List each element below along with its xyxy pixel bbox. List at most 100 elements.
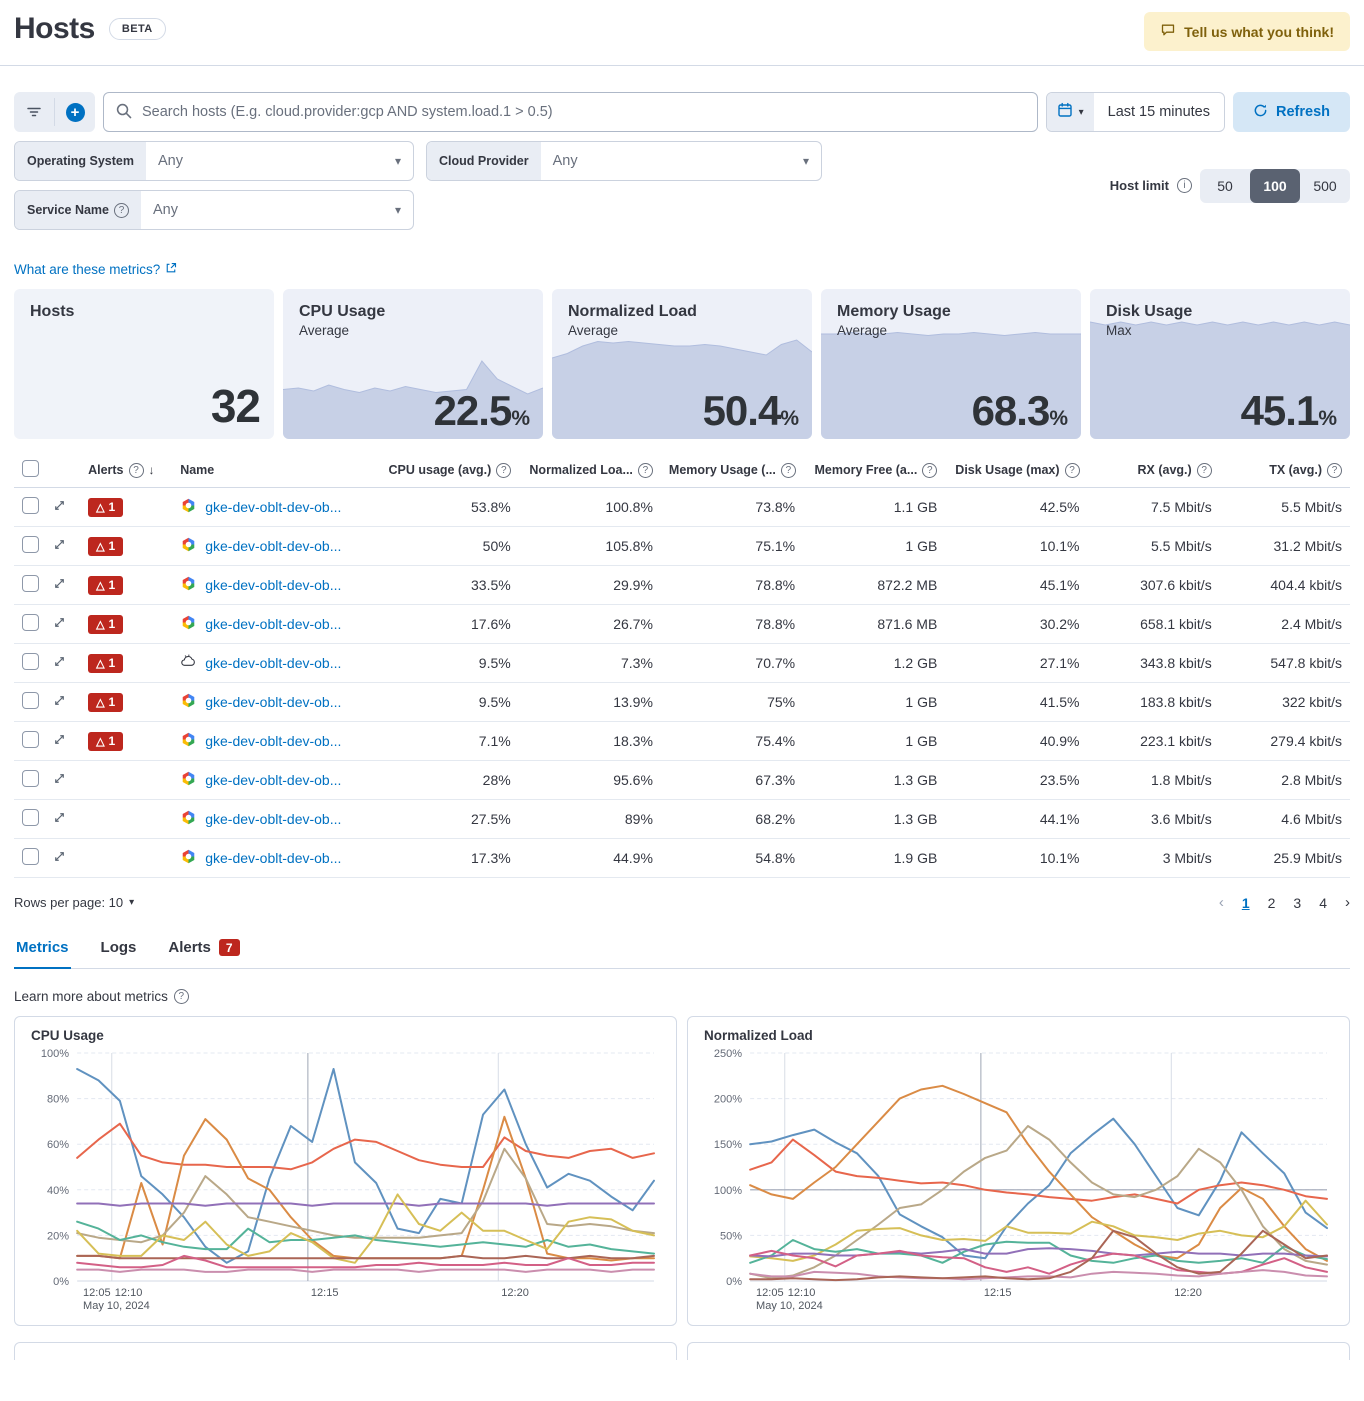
tx-cell: 322 kbit/s (1219, 682, 1350, 722)
row-checkbox[interactable] (22, 536, 39, 553)
previous-page-icon[interactable]: ‹ (1218, 894, 1224, 911)
kpi-tile-disk-usage[interactable]: Disk Usage Max 45.1% (1090, 289, 1350, 439)
alerts-badge[interactable]: △ 1 (88, 653, 124, 673)
tab-logs[interactable]: Logs (100, 939, 137, 956)
kpi-title: CPU Usage (299, 303, 386, 320)
host-name-link[interactable]: gke-dev-oblt-dev-ob... (205, 772, 342, 788)
beta-badge: BETA (108, 18, 166, 40)
row-checkbox[interactable] (22, 770, 39, 787)
cloud-provider-select[interactable]: Cloud Provider Any ▾ (426, 141, 822, 181)
column-header-disk-usage-max-[interactable]: Disk Usage (max)? (945, 453, 1088, 488)
cpu-usage-cell: 33.5% (380, 565, 519, 605)
host-limit-option-500[interactable]: 500 (1300, 169, 1350, 203)
expand-row-icon[interactable] (52, 695, 67, 711)
expand-row-icon[interactable] (52, 851, 67, 867)
host-limit-option-50[interactable]: 50 (1200, 169, 1250, 203)
what-are-these-metrics-link[interactable]: What are these metrics? (14, 262, 177, 277)
column-header-rx-avg-[interactable]: RX (avg.)? (1087, 453, 1220, 488)
refresh-button[interactable]: Refresh (1233, 92, 1350, 132)
kpi-tile-normalized-load[interactable]: Normalized Load Average 50.4% (552, 289, 812, 439)
expand-row-icon[interactable] (52, 734, 67, 750)
rx-cell: 307.6 kbit/s (1087, 565, 1220, 605)
kpi-tile-memory-usage[interactable]: Memory Usage Average 68.3% (821, 289, 1081, 439)
disk-usage-cell: 40.9% (945, 721, 1088, 761)
host-name-link[interactable]: gke-dev-oblt-dev-ob... (205, 577, 342, 593)
row-checkbox[interactable] (22, 731, 39, 748)
row-checkbox[interactable] (22, 809, 39, 826)
alerts-badge[interactable]: △ 1 (88, 692, 124, 712)
question-in-circle-icon: ? (922, 462, 938, 478)
row-checkbox[interactable] (22, 575, 39, 592)
service-name-select[interactable]: Service Name ? Any ▾ (14, 190, 414, 230)
host-limit-option-100[interactable]: 100 (1250, 168, 1300, 203)
svg-text:40%: 40% (47, 1185, 69, 1197)
page-1[interactable]: 1 (1241, 894, 1250, 911)
learn-more-link[interactable]: Learn more about metrics ? (14, 989, 189, 1004)
expand-row-icon[interactable] (52, 656, 67, 672)
page-4[interactable]: 4 (1319, 894, 1327, 911)
operating-system-select[interactable]: Operating System Any ▾ (14, 141, 414, 181)
normalized-load-cell: 89% (518, 799, 661, 839)
column-header-memory-free-a-[interactable]: Memory Free (a...? (803, 453, 946, 488)
column-header-normalized-loa-[interactable]: Normalized Loa...? (518, 453, 661, 488)
memory-usage-cell: 68.2% (660, 799, 804, 839)
kpi-subtitle: Max (1106, 323, 1132, 338)
expand-row-icon[interactable] (52, 773, 67, 789)
expand-row-icon[interactable] (52, 812, 67, 828)
cpu-usage-chart[interactable]: 0% 20% 40% 60% 80% 100% 12:05 12:10 12:15 12:20 Ma… (31, 1045, 660, 1317)
alerts-count-badge: 7 (218, 939, 240, 956)
service-name-label: Service Name ? (15, 191, 142, 229)
column-header-name[interactable]: Name (172, 453, 381, 488)
row-checkbox[interactable] (22, 848, 39, 865)
alerts-badge[interactable]: △ 1 (88, 575, 124, 595)
search-input[interactable] (103, 92, 1038, 132)
alerts-badge[interactable]: △ 1 (88, 731, 124, 751)
host-name-link[interactable]: gke-dev-oblt-dev-ob... (205, 733, 342, 749)
host-name-link[interactable]: gke-dev-oblt-dev-ob... (205, 850, 342, 866)
alerts-badge[interactable]: △ 1 (88, 536, 124, 556)
expand-row-icon[interactable] (52, 578, 67, 594)
kpi-tile-cpu-usage[interactable]: CPU Usage Average 22.5% (283, 289, 543, 439)
select-all-checkbox[interactable] (22, 460, 39, 477)
gcp-cloud-icon (180, 770, 197, 790)
kpi-title: Memory Usage (837, 303, 951, 320)
page-3[interactable]: 3 (1293, 894, 1302, 911)
host-name-link[interactable]: gke-dev-oblt-dev-ob... (205, 538, 342, 554)
host-name-link[interactable]: gke-dev-oblt-dev-ob... (205, 811, 342, 827)
host-name-link[interactable]: gke-dev-oblt-dev-ob... (205, 655, 342, 671)
host-limit-segmented: 50 100 500 (1200, 168, 1350, 203)
host-name-link[interactable]: gke-dev-oblt-dev-ob... (205, 616, 342, 632)
expand-row-icon[interactable] (52, 617, 67, 633)
page-2[interactable]: 2 (1267, 894, 1276, 911)
host-name-link[interactable]: gke-dev-oblt-dev-ob... (205, 694, 342, 710)
disk-usage-cell: 27.1% (945, 643, 1088, 683)
expand-row-icon[interactable] (52, 539, 67, 555)
column-header-alerts[interactable]: Alerts? ↓ (80, 453, 173, 488)
tab-metrics[interactable]: Metrics (14, 933, 71, 969)
memory-free-cell: 872.2 MB (803, 565, 946, 605)
expand-row-icon[interactable] (52, 500, 67, 516)
row-checkbox[interactable] (22, 614, 39, 631)
row-checkbox[interactable] (22, 653, 39, 670)
feedback-button[interactable]: Tell us what you think! (1144, 12, 1350, 51)
add-filter-button[interactable]: + (55, 92, 95, 132)
normalized-load-cell: 26.7% (518, 604, 661, 644)
alerts-badge[interactable]: △ 1 (88, 497, 124, 517)
table-row: △ 1 gke-dev-oblt-dev-ob... 7.1% 18.3% 75.4% 1 … (14, 721, 1350, 761)
column-header-memory-usage-[interactable]: Memory Usage (...? (660, 453, 804, 488)
column-header-cpu-usage-avg-[interactable]: CPU usage (avg.)? (380, 453, 519, 488)
column-header-tx-avg-[interactable]: TX (avg.)? (1219, 453, 1350, 488)
alerts-badge[interactable]: △ 1 (88, 614, 124, 634)
filter-button[interactable] (14, 92, 54, 132)
kpi-tile-hosts[interactable]: Hosts 32 (14, 289, 274, 439)
normalized-load-chart[interactable]: 0% 50% 100% 150% 200% 250% 12:05 12:10 12:15 12:2… (704, 1045, 1333, 1317)
host-name-link[interactable]: gke-dev-oblt-dev-ob... (205, 499, 342, 515)
row-checkbox[interactable] (22, 692, 39, 709)
next-page-icon[interactable]: › (1345, 894, 1350, 911)
tab-alerts[interactable]: Alerts 7 (166, 933, 241, 968)
time-range-picker[interactable]: ▾ Last 15 minutes (1045, 92, 1225, 132)
rows-per-page[interactable]: Rows per page: 10 ▾ (14, 895, 135, 910)
tx-cell: 25.9 Mbit/s (1219, 838, 1350, 878)
row-checkbox[interactable] (22, 497, 39, 514)
normalized-load-panel: Normalized Load 0% 50% 100% 150% 200% 250% 12:… (687, 1016, 1350, 1326)
